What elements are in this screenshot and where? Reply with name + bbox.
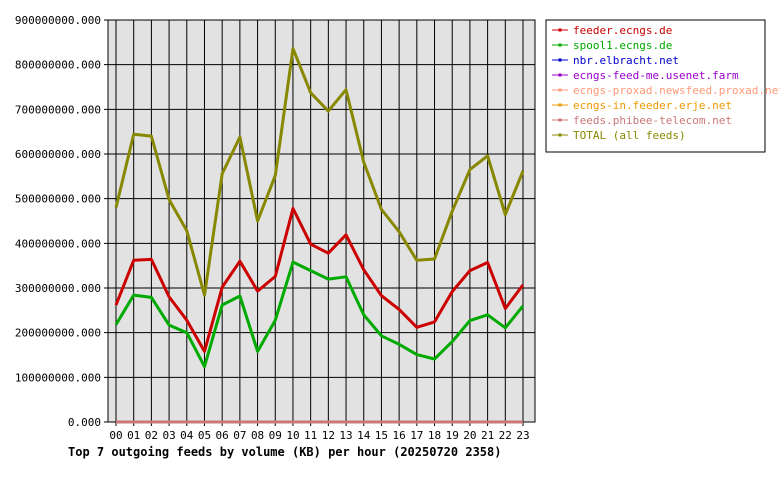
x-tick-label: 08 xyxy=(251,429,264,442)
y-tick-label: 400000000.000 xyxy=(15,237,101,250)
x-tick-label: 21 xyxy=(481,429,494,442)
x-tick-label: 09 xyxy=(269,429,282,442)
legend-marker-feeder-ecngs-de xyxy=(558,28,562,32)
legend-marker-total-all-feeds xyxy=(558,133,562,137)
legend-marker-nbr-elbracht-net xyxy=(558,58,562,62)
plot-background xyxy=(107,19,536,423)
legend: feeder.ecngs.de spool1.ecngs.de nbr.elbrac… xyxy=(545,19,780,153)
legend-label-total-all-feeds: TOTAL (all feeds) xyxy=(573,129,686,142)
y-tick-label: 700000000.000 xyxy=(15,103,101,116)
x-tick-label: 22 xyxy=(499,429,512,442)
x-tick-label: 12 xyxy=(322,429,335,442)
x-tick-label: 01 xyxy=(127,429,140,442)
series-lines xyxy=(114,47,525,424)
x-tick-label: 02 xyxy=(145,429,158,442)
y-tick-label: 500000000.000 xyxy=(15,193,101,206)
series-line-total-all-feeds xyxy=(114,47,525,297)
legend-marker-ecngs-in-feeder-erje-net xyxy=(558,103,562,107)
x-tick-label: 03 xyxy=(162,429,175,442)
y-tick-label: 0.000 xyxy=(68,416,101,429)
legend-box xyxy=(545,19,766,153)
y-tick-label: 900000000.000 xyxy=(15,14,101,27)
y-tick-label: 200000000.000 xyxy=(15,327,101,340)
x-tick-label: 11 xyxy=(304,429,317,442)
y-tick-label: 100000000.000 xyxy=(15,371,101,384)
x-tick-label: 14 xyxy=(357,429,371,442)
legend-marker-spool1-ecngs-de xyxy=(558,43,562,47)
x-axis-tick-labels: 00 01 02 03 04 05 06 07 08 09 10 11 12 13 14 15 16 17 18 19… xyxy=(109,429,529,442)
legend-marker-ecngs-feed-me-usenet-farm xyxy=(558,73,562,77)
legend-marker-feeds-phibee-telecom-net xyxy=(558,118,562,122)
y-axis-tick-labels: 0.000 100000000.000 200000000.000 300000000… xyxy=(15,14,101,429)
vertical-gridlines xyxy=(115,20,524,426)
legend-marker-ecngs-proxad-newsfeed-proxad-net xyxy=(558,88,562,92)
plot-area xyxy=(107,19,536,423)
series-line-spool1-ecngs-de xyxy=(114,260,525,369)
y-tick-label: 300000000.000 xyxy=(15,282,101,295)
legend-label-spool1-ecngs-de: spool1.ecngs.de xyxy=(573,39,672,52)
legend-label-ecngs-in-feeder-erje-net: ecngs-in.feeder.erje.net xyxy=(573,99,732,112)
legend-label-feeds-phibee-telecom-net: feeds.phibee-telecom.net xyxy=(573,114,732,127)
x-tick-label: 05 xyxy=(198,429,211,442)
x-tick-label: 19 xyxy=(446,429,459,442)
x-tick-label: 07 xyxy=(233,429,246,442)
legend-label-nbr-elbracht-net: nbr.elbracht.net xyxy=(573,54,679,67)
series-line-feeder-ecngs-de xyxy=(114,207,525,353)
x-tick-label: 23 xyxy=(516,429,529,442)
legend-label-feeder-ecngs-de: feeder.ecngs.de xyxy=(573,24,672,37)
chart-title: Top 7 outgoing feeds by volume (KB) per … xyxy=(68,445,501,459)
legend-label-ecngs-feed-me-usenet-farm: ecngs-feed-me.usenet.farm xyxy=(573,69,739,82)
x-tick-label: 17 xyxy=(410,429,423,442)
x-tick-label: 16 xyxy=(393,429,406,442)
x-tick-label: 20 xyxy=(463,429,476,442)
x-tick-label: 10 xyxy=(286,429,299,442)
x-tick-label: 13 xyxy=(339,429,352,442)
y-tick-label: 600000000.000 xyxy=(15,148,101,161)
x-tick-label: 06 xyxy=(216,429,229,442)
y-tick-label: 800000000.000 xyxy=(15,59,101,72)
x-tick-label: 18 xyxy=(428,429,441,442)
legend-label-ecngs-proxad-newsfeed-proxad-net: ecngs-proxad.newsfeed.proxad.net xyxy=(573,84,780,97)
x-tick-label: 04 xyxy=(180,429,194,442)
x-tick-label: 15 xyxy=(375,429,388,442)
x-tick-label: 00 xyxy=(109,429,122,442)
